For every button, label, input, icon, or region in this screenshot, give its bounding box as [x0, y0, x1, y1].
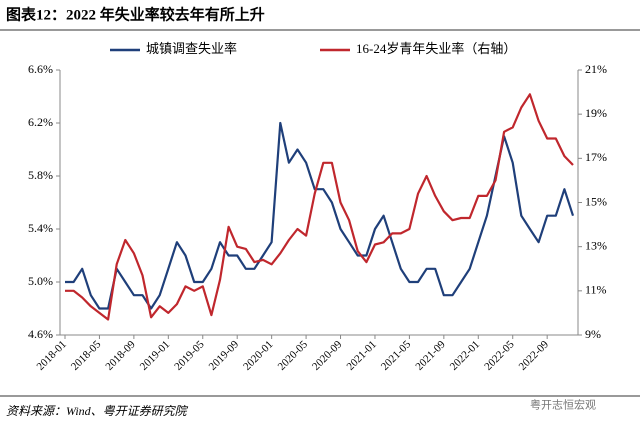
x-tick-label: 2022-09	[517, 338, 552, 373]
y2-tick-label: 21%	[585, 62, 607, 76]
y-tick-label: 4.6%	[28, 327, 53, 341]
x-tick-label: 2018-01	[34, 338, 68, 372]
x-tick-label: 2018-09	[103, 338, 138, 373]
y-tick-label: 6.2%	[28, 115, 53, 129]
x-tick-label: 2019-01	[138, 338, 172, 372]
x-tick-label: 2021-01	[344, 338, 378, 372]
y2-tick-label: 19%	[585, 106, 607, 120]
legend-label: 城镇调查失业率	[146, 41, 237, 56]
x-tick-label: 2019-09	[207, 338, 242, 373]
y-tick-label: 6.6%	[28, 62, 53, 76]
series-line	[65, 121, 575, 310]
y2-tick-label: 15%	[585, 194, 607, 208]
source: 资料来源：Wind、粤开证券研究院	[6, 404, 189, 418]
chart-title: 图表12：2022 年失业率较去年有所上升	[6, 5, 265, 23]
x-tick-label: 2022-05	[482, 338, 517, 373]
x-tick-label: 2022-01	[448, 338, 482, 372]
y2-tick-label: 17%	[585, 150, 607, 164]
x-tick-label: 2020-09	[310, 338, 345, 373]
y2-tick-label: 9%	[585, 327, 601, 341]
y2-tick-label: 11%	[585, 283, 607, 297]
y2-tick-label: 13%	[585, 238, 607, 252]
y-tick-label: 5.0%	[28, 274, 53, 288]
y-tick-label: 5.4%	[28, 221, 53, 235]
legend-label: 16-24岁青年失业率（右轴）	[356, 41, 516, 56]
x-tick-label: 2021-05	[379, 338, 414, 373]
x-tick-label: 2018-05	[69, 338, 104, 373]
watermark: 粤开志恒宏观	[530, 398, 596, 412]
x-tick-label: 2019-05	[172, 338, 207, 373]
y-tick-label: 5.8%	[28, 168, 53, 182]
series-line	[65, 93, 574, 321]
x-tick-label: 2020-05	[276, 338, 311, 373]
x-tick-label: 2021-09	[413, 338, 448, 373]
x-tick-label: 2020-01	[241, 338, 275, 372]
